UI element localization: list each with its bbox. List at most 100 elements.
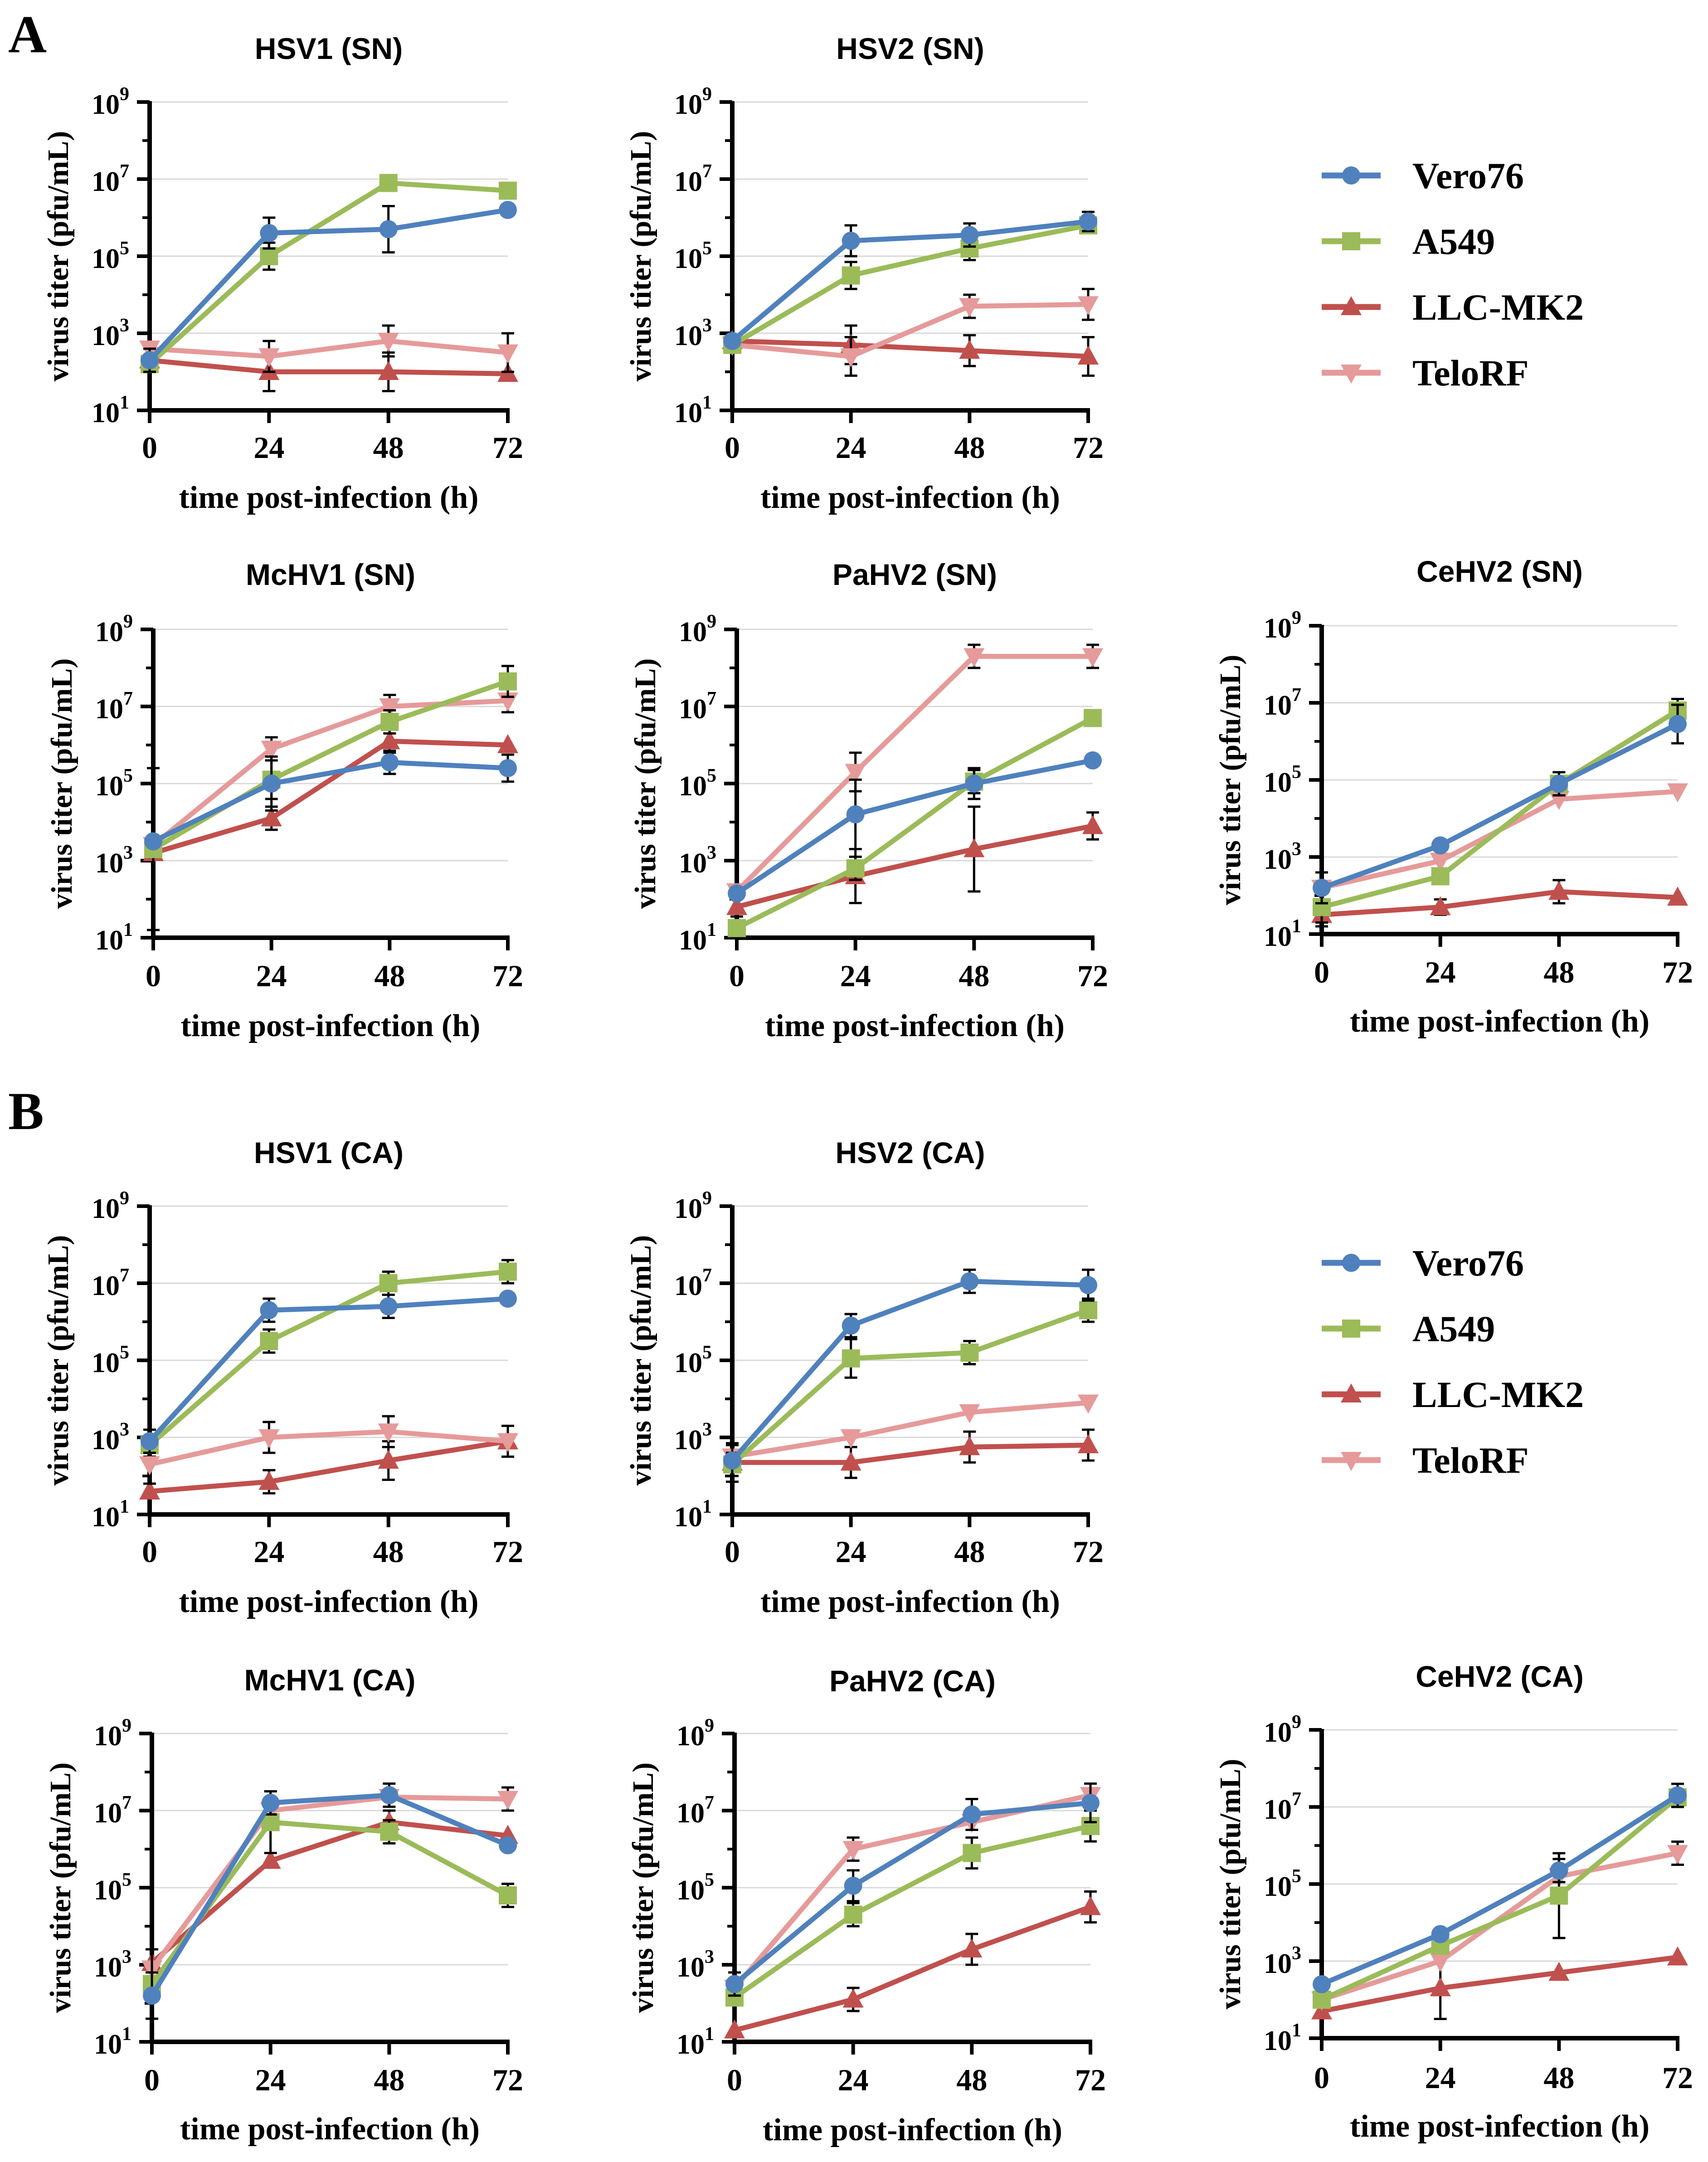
data-point <box>963 1844 981 1862</box>
y-tick-label: 107 <box>674 161 712 197</box>
data-point <box>380 1822 399 1841</box>
y-tick-label: 109 <box>674 84 712 120</box>
series-line <box>735 716 1094 930</box>
data-point <box>842 266 860 285</box>
data-point <box>1079 1276 1097 1295</box>
chart-title: McHV1 (SN) <box>246 558 415 591</box>
y-tick-label: 103 <box>95 842 133 879</box>
data-point <box>141 351 159 370</box>
x-axis-label: time post-infection (h) <box>765 1008 1065 1043</box>
x-axis-label: time post-infection (h) <box>180 1008 480 1043</box>
data-point <box>844 1905 862 1924</box>
data-point <box>260 1301 278 1320</box>
data-point <box>379 174 398 192</box>
legend-label: A549 <box>1412 221 1495 262</box>
data-point <box>258 1429 280 1448</box>
y-tick-label: 101 <box>679 920 716 956</box>
legend-panel-a: Vero76 A549 LLC-MK2 TeloRF <box>1322 155 1584 394</box>
data-point <box>960 1272 979 1290</box>
legend-item: LLC-MK2 <box>1322 287 1584 328</box>
chart-9: CeHV2 (CA) 101 103 105 107 109 0 24 48 72 time pos… <box>1214 1660 1693 2144</box>
y-tick-label: 101 <box>1264 916 1301 952</box>
y-tick-label: 101 <box>674 392 712 429</box>
data-point <box>728 884 746 903</box>
x-tick-label: 72 <box>492 1534 523 1569</box>
data-point <box>959 1436 980 1456</box>
y-tick-label: 105 <box>94 1870 131 1906</box>
x-axis-label: time post-infection (h) <box>763 2113 1062 2147</box>
data-point <box>1079 1301 1097 1320</box>
y-tick-label: 109 <box>679 611 716 648</box>
series-Vero76 <box>1313 703 1687 905</box>
series-Vero76 <box>725 1782 1100 1997</box>
series-line <box>149 358 508 376</box>
data-point <box>378 333 399 352</box>
x-tick-label: 0 <box>727 2063 742 2097</box>
data-point <box>723 332 741 350</box>
x-tick-label: 0 <box>729 959 745 993</box>
data-point <box>1550 1886 1568 1905</box>
data-point <box>262 774 281 793</box>
data-point <box>1430 896 1451 915</box>
data-point <box>1430 1953 1451 1972</box>
data-point <box>840 1451 861 1471</box>
y-tick-label: 101 <box>95 920 133 956</box>
data-point <box>1550 1861 1568 1880</box>
series-line <box>152 760 508 844</box>
data-point <box>261 740 282 760</box>
chart-3: PaHV2 (SN) 101 103 105 107 109 0 24 48 72 time pos… <box>629 558 1108 1043</box>
x-tick-label: 48 <box>956 2063 987 2097</box>
y-tick-label: 109 <box>95 611 133 648</box>
data-point <box>725 1975 744 1993</box>
series-line <box>733 1800 1091 1986</box>
x-axis-label: time post-infection (h) <box>180 2112 480 2147</box>
series-line <box>1320 1793 1679 1987</box>
series-TeloRF <box>141 1786 518 1980</box>
data-point <box>261 807 282 827</box>
legend-marker <box>1341 1383 1362 1402</box>
series-line <box>1321 789 1678 891</box>
y-tick-label: 103 <box>674 315 712 351</box>
chart-7: McHV1 (CA) 101 103 105 107 109 0 24 48 72 time pos… <box>44 1663 523 2147</box>
series-line <box>1321 708 1679 910</box>
chart-2: McHV1 (SN) 101 103 105 107 109 0 24 48 72 time pos… <box>45 558 523 1043</box>
data-point <box>1667 1946 1688 1966</box>
y-tick-label: 105 <box>674 1342 712 1378</box>
series-TeloRF <box>726 643 1103 902</box>
series-line <box>148 1269 508 1447</box>
series-line <box>731 223 1089 347</box>
y-tick-label: 105 <box>95 765 133 802</box>
series-LLC-MK2 <box>141 1809 518 1971</box>
data-point <box>1669 715 1687 733</box>
chart-title: PaHV2 (SN) <box>832 558 997 591</box>
data-point <box>1078 296 1099 316</box>
data-point <box>497 344 518 364</box>
data-point <box>1082 648 1103 667</box>
legend-label: A549 <box>1412 1308 1495 1349</box>
data-point <box>1431 867 1450 886</box>
x-tick-label: 24 <box>1425 955 1456 989</box>
data-point <box>842 232 860 250</box>
x-tick-label: 72 <box>1073 430 1104 465</box>
x-tick-label: 72 <box>492 959 523 993</box>
data-point <box>379 698 400 717</box>
y-axis-label: virus titer (pfu/mL) <box>629 658 662 909</box>
series-line <box>734 1904 1091 2033</box>
series-A549 <box>141 1259 517 1454</box>
y-tick-label: 109 <box>94 1715 131 1752</box>
series-Vero76 <box>141 201 517 373</box>
data-point <box>963 648 985 667</box>
data-point <box>842 1988 864 2008</box>
series-Vero76 <box>723 210 1097 350</box>
charts: HSV1 (SN) 101 103 105 107 109 0 24 48 72 time post… <box>42 32 1693 2147</box>
data-point <box>258 1471 280 1490</box>
data-point <box>380 753 399 772</box>
series-line <box>730 1308 1089 1466</box>
x-axis-label: time post-infection (h) <box>179 1584 478 1619</box>
series-line <box>149 1439 508 1494</box>
y-axis-label: virus titer (pfu/mL) <box>42 1235 75 1485</box>
series-Vero76 <box>723 1268 1097 1477</box>
y-tick-label: 107 <box>676 1792 714 1829</box>
data-point <box>379 220 398 239</box>
data-point <box>1669 1786 1687 1805</box>
